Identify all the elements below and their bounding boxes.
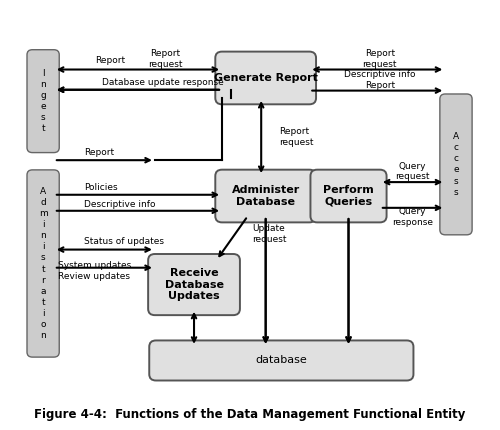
Text: A
c
c
e
s
s: A c c e s s [453, 132, 459, 197]
Text: A
d
m
i
n
i
s
t
r
a
t
i
o
n: A d m i n i s t r a t i o n [38, 187, 48, 340]
Text: Query
response: Query response [392, 207, 433, 227]
Text: Generate Report: Generate Report [214, 73, 318, 83]
Text: Figure 4-4:  Functions of the Data Management Functional Entity: Figure 4-4: Functions of the Data Manage… [34, 408, 466, 421]
FancyBboxPatch shape [27, 50, 59, 153]
Text: Report
request: Report request [362, 49, 397, 69]
FancyBboxPatch shape [310, 170, 386, 222]
Text: Descriptive info
Report: Descriptive info Report [344, 71, 416, 90]
Text: Perform
Queries: Perform Queries [323, 185, 374, 207]
Text: Administer
Database: Administer Database [232, 185, 300, 207]
Text: database: database [256, 356, 307, 365]
Text: Report: Report [84, 148, 114, 157]
Text: Report
request: Report request [279, 127, 314, 147]
FancyBboxPatch shape [216, 170, 316, 222]
FancyBboxPatch shape [440, 94, 472, 235]
Text: Query
request: Query request [396, 162, 430, 181]
Text: Report: Report [96, 56, 126, 65]
Text: System updates
Review updates: System updates Review updates [58, 261, 132, 281]
Text: Update
request: Update request [252, 224, 286, 244]
Text: Database update response: Database update response [102, 78, 224, 87]
FancyBboxPatch shape [216, 52, 316, 104]
FancyBboxPatch shape [149, 341, 413, 381]
Text: Report
request: Report request [148, 49, 182, 69]
Text: Policies: Policies [84, 183, 118, 192]
Text: Descriptive info: Descriptive info [84, 200, 156, 209]
Text: Status of updates: Status of updates [84, 237, 164, 246]
Text: Receive
Database
Updates: Receive Database Updates [164, 268, 224, 301]
FancyBboxPatch shape [27, 170, 59, 357]
Text: I
n
g
e
s
t: I n g e s t [40, 69, 46, 133]
FancyBboxPatch shape [148, 254, 240, 315]
